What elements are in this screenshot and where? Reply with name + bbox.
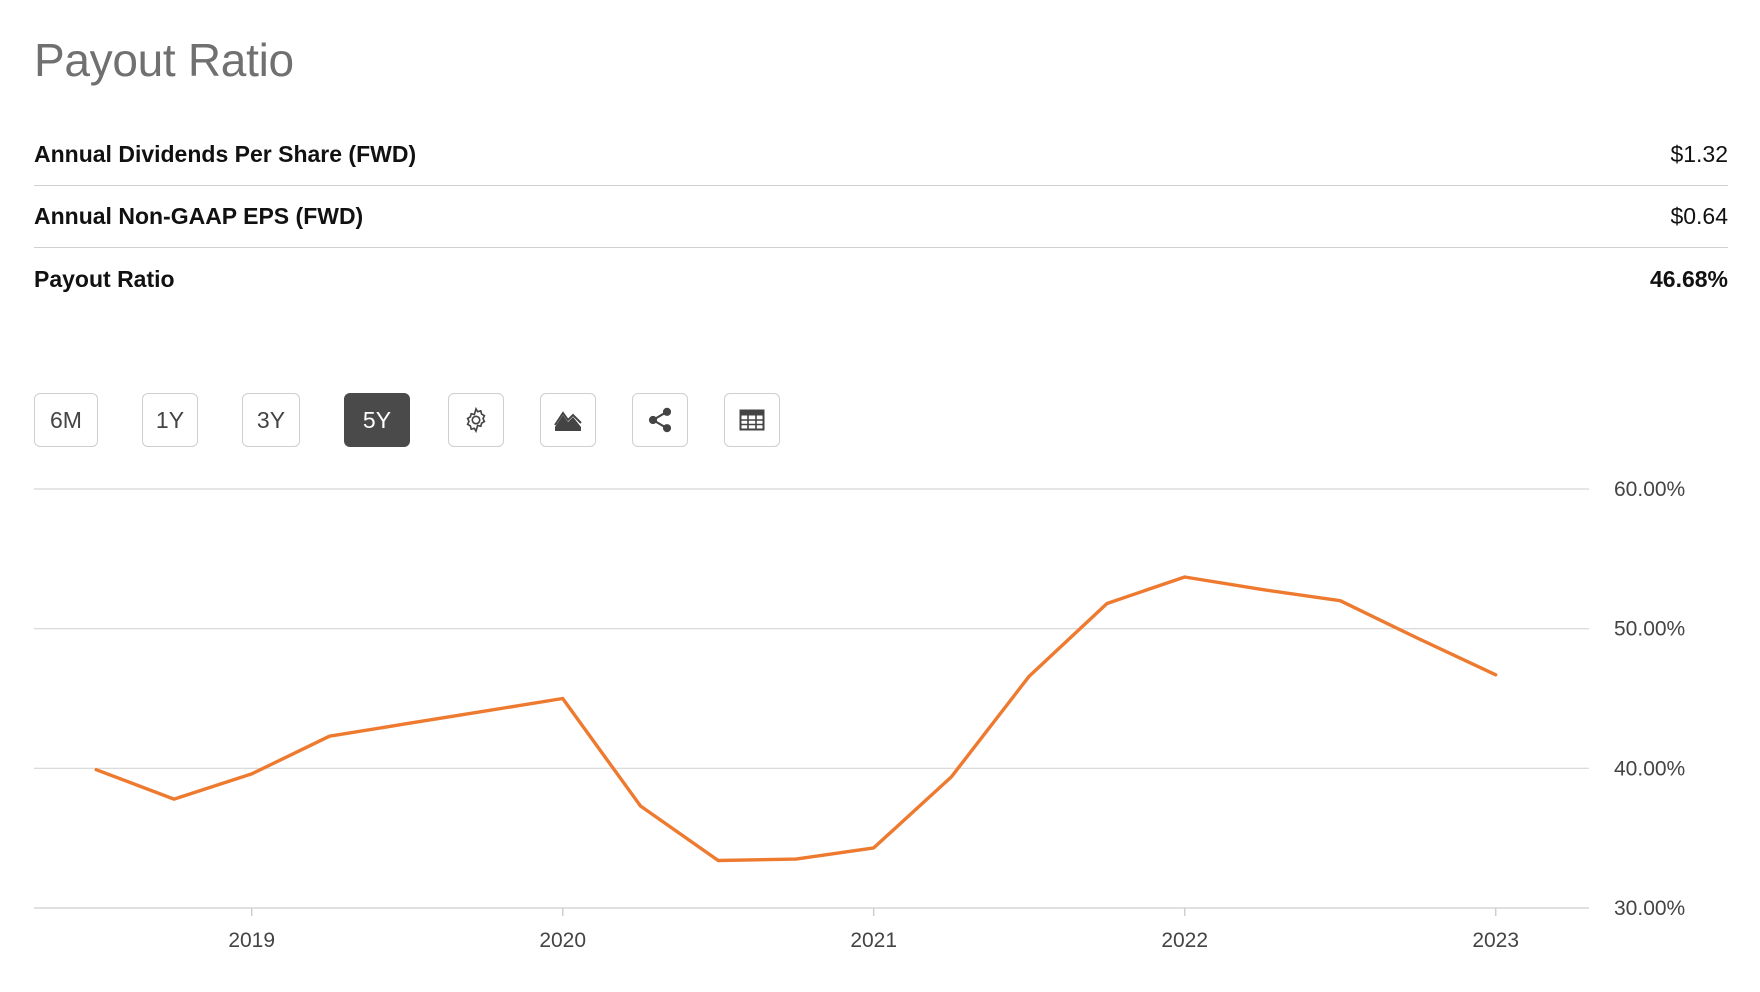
- share-icon: [648, 407, 672, 433]
- y-tick-label: 60.00%: [1614, 478, 1685, 501]
- x-tick-label: 2022: [1161, 929, 1208, 952]
- metric-label: Annual Dividends Per Share (FWD): [34, 141, 417, 167]
- metric-row-dividends: Annual Dividends Per Share (FWD) $1.32: [34, 124, 1728, 186]
- metric-value: 46.68%: [1649, 265, 1728, 292]
- x-tick-label: 2023: [1472, 929, 1519, 952]
- x-tick-label: 2019: [228, 929, 275, 952]
- range-button-1y[interactable]: 1Y: [142, 393, 198, 447]
- table-view-button[interactable]: [724, 393, 780, 447]
- x-tick-label: 2020: [539, 929, 586, 952]
- metric-label: Payout Ratio: [34, 265, 175, 292]
- metric-label: Annual Non-GAAP EPS (FWD): [34, 203, 364, 229]
- metrics-table: Annual Dividends Per Share (FWD) $1.32 A…: [34, 124, 1728, 310]
- page-title: Payout Ratio: [34, 34, 294, 86]
- table-icon: [739, 409, 765, 431]
- gear-icon: [466, 406, 486, 434]
- metric-row-payout-ratio: Payout Ratio 46.68%: [34, 248, 1728, 310]
- range-button-6m[interactable]: 6M: [34, 393, 98, 447]
- chart-type-button[interactable]: [540, 393, 596, 447]
- y-tick-label: 30.00%: [1614, 897, 1685, 920]
- range-button-5y[interactable]: 5Y: [344, 393, 410, 447]
- share-button[interactable]: [632, 393, 688, 447]
- settings-button[interactable]: [448, 393, 504, 447]
- x-tick-label: 2021: [850, 929, 897, 952]
- metric-value: $0.64: [1670, 203, 1728, 229]
- range-button-3y[interactable]: 3Y: [242, 393, 300, 447]
- payout-ratio-chart: 60.00% 50.00% 40.00% 30.00% 2019 2020 2021 2022…: [34, 478, 1685, 952]
- y-tick-label: 50.00%: [1614, 618, 1685, 641]
- mountain-chart-icon: [554, 411, 582, 431]
- metric-row-eps: Annual Non-GAAP EPS (FWD) $0.64: [34, 186, 1728, 248]
- metric-value: $1.32: [1670, 141, 1728, 167]
- y-tick-label: 40.00%: [1614, 757, 1685, 780]
- series-line: [94, 575, 1498, 863]
